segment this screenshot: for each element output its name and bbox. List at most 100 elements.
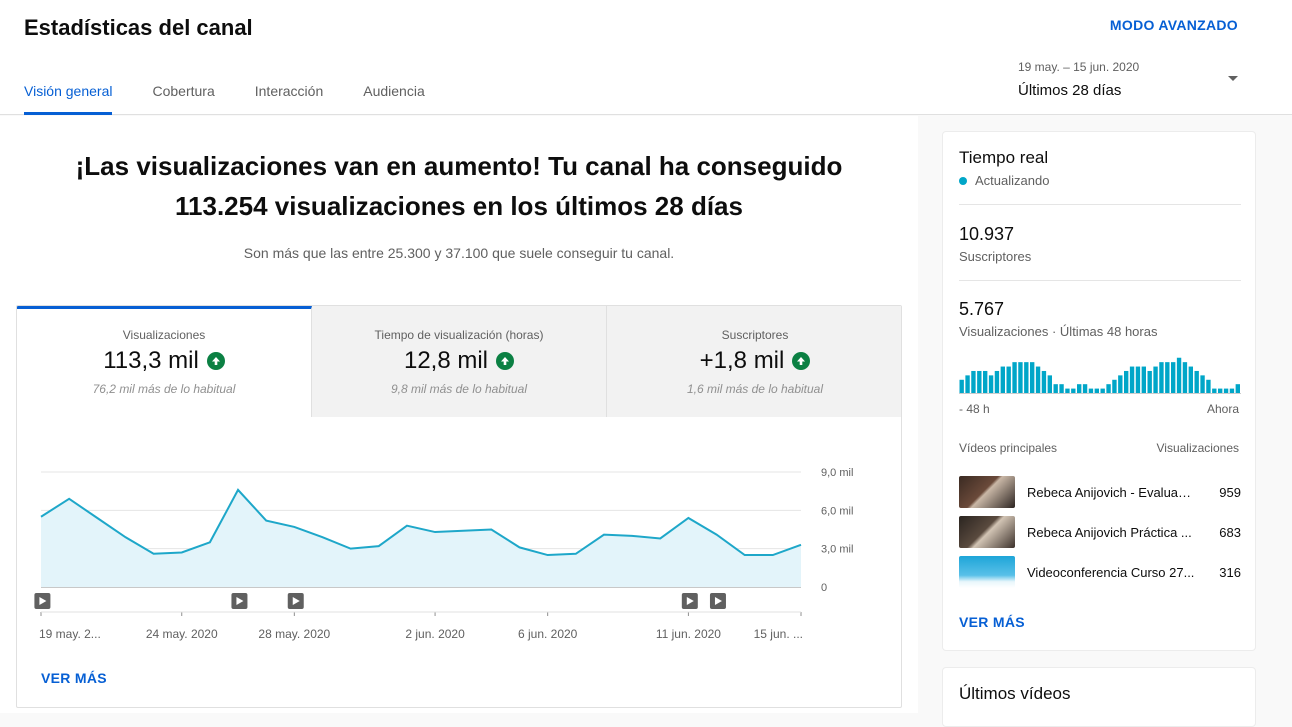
realtime-bar [1200, 375, 1204, 393]
metric-label: Visualizaciones [17, 328, 311, 342]
page-header: Estadísticas del canal MODO AVANZADO Vis… [0, 0, 1292, 115]
metric-label: Tiempo de visualización (horas) [312, 328, 606, 342]
date-range-dates: 19 may. – 15 jun. 2020 [1018, 60, 1242, 74]
realtime-status-label: Actualizando [975, 173, 1049, 188]
video-title: Rebeca Anijovich - Evaluación... [1027, 485, 1195, 500]
realtime-bar [1177, 358, 1181, 393]
summary-headline: ¡Las visualizaciones van en aumento! Tu … [0, 146, 918, 226]
realtime-bar [1136, 367, 1140, 393]
view-more-button[interactable]: VER MÁS [41, 670, 107, 686]
realtime-bar [1195, 371, 1199, 393]
top-video-row[interactable]: Rebeca Anijovich - Evaluación... 959 [959, 475, 1241, 509]
metric-tab-views[interactable]: Visualizaciones 113,3 mil 76,2 mil más d… [17, 306, 312, 417]
realtime-bar [1124, 371, 1128, 393]
y-tick-label: 3,0 mil [821, 544, 853, 556]
divider [959, 280, 1241, 281]
tab-engagement[interactable]: Interacción [255, 80, 323, 115]
realtime-bar [1148, 371, 1152, 393]
top-video-row[interactable]: Rebeca Anijovich Práctica ... 683 [959, 515, 1241, 549]
realtime-bar [1112, 380, 1116, 393]
metric-value: +1,8 mil [700, 347, 785, 375]
metric-tab-subscribers[interactable]: Suscriptores +1,8 mil 1,6 mil más de lo … [607, 306, 902, 417]
summary-headline-line2: 113.254 visualizaciones en los últimos 2… [0, 186, 918, 226]
realtime-title: Tiempo real [959, 148, 1048, 168]
subscriber-label: Suscriptores [959, 249, 1031, 264]
top-video-row[interactable]: Videoconferencia Curso 27... 316 [959, 555, 1241, 589]
realtime-bar [989, 375, 993, 393]
realtime-bar [1142, 367, 1146, 393]
realtime-bar [960, 380, 964, 393]
trend-up-icon [792, 352, 810, 370]
x-tick-label: 24 may. 2020 [146, 627, 218, 641]
realtime-status: Actualizando [959, 173, 1049, 188]
realtime-bar [1030, 362, 1034, 393]
video-title: Videoconferencia Curso 27... [1027, 565, 1195, 580]
realtime-bar [1153, 367, 1157, 393]
video-views: 316 [1219, 565, 1241, 580]
subscriber-count: 10.937 [959, 224, 1014, 245]
page-title: Estadísticas del canal [24, 15, 253, 41]
divider [959, 204, 1241, 205]
realtime-bar [1171, 362, 1175, 393]
realtime-bar [1007, 367, 1011, 393]
trend-up-icon [207, 352, 225, 370]
summary-headline-line1: ¡Las visualizaciones van en aumento! Tu … [0, 146, 918, 186]
y-tick-label: 6,0 mil [821, 505, 853, 517]
metric-value: 12,8 mil [404, 347, 488, 375]
realtime-bar [1206, 380, 1210, 393]
metric-note: 1,6 mil más de lo habitual [607, 382, 902, 396]
date-range-selector[interactable]: 19 may. – 15 jun. 2020 Últimos 28 días [1018, 60, 1242, 99]
realtime-bar [1118, 375, 1122, 393]
y-tick-label: 0 [821, 582, 827, 594]
realtime-bar [1106, 384, 1110, 393]
realtime-bar [1036, 367, 1040, 393]
realtime-bar [1083, 384, 1087, 393]
realtime-bar [1042, 371, 1046, 393]
metric-value: 113,3 mil [103, 347, 199, 375]
tab-reach[interactable]: Cobertura [152, 80, 214, 115]
realtime-axis [959, 393, 1241, 394]
video-title: Rebeca Anijovich Práctica ... [1027, 525, 1195, 540]
realtime-bar [1183, 362, 1187, 393]
metric-note: 76,2 mil más de lo habitual [17, 382, 311, 396]
summary-subline: Son más que las entre 25.300 y 37.100 qu… [0, 245, 918, 261]
x-tick-label: 19 may. 2... [39, 627, 101, 641]
realtime-bar [1077, 384, 1081, 393]
dropdown-caret-icon [1228, 76, 1238, 81]
realtime-bar [971, 371, 975, 393]
video-thumbnail [959, 476, 1015, 508]
realtime-views-label: Visualizaciones · Últimas 48 horas [959, 324, 1157, 339]
tab-audience[interactable]: Audiencia [363, 80, 425, 115]
area-fill [41, 490, 801, 587]
realtime-axis-right: Ahora [1207, 402, 1239, 416]
x-tick-label: 2 jun. 2020 [405, 627, 465, 641]
realtime-view-more-button[interactable]: VER MÁS [959, 614, 1025, 630]
trend-up-icon [496, 352, 514, 370]
realtime-bar [1048, 375, 1052, 393]
latest-videos-title: Últimos vídeos [959, 684, 1070, 704]
live-dot-icon [959, 177, 967, 185]
latest-videos-card: Últimos vídeos [942, 667, 1256, 727]
x-tick-label: 11 jun. 2020 [656, 627, 721, 641]
metric-tab-watch-time[interactable]: Tiempo de visualización (horas) 12,8 mil… [312, 306, 607, 417]
top-videos-label: Vídeos principales [959, 441, 1057, 455]
metric-label: Suscriptores [607, 328, 902, 342]
realtime-bar [995, 371, 999, 393]
realtime-bar [1059, 384, 1063, 393]
realtime-axis-left: - 48 h [959, 402, 990, 416]
realtime-bar [977, 371, 981, 393]
realtime-bar [1012, 362, 1016, 393]
realtime-bar [1159, 362, 1163, 393]
x-tick-label: 6 jun. 2020 [518, 627, 578, 641]
tab-overview[interactable]: Visión general [24, 80, 112, 115]
realtime-views-count: 5.767 [959, 299, 1004, 320]
video-views: 683 [1219, 525, 1241, 540]
realtime-bar [1001, 367, 1005, 393]
realtime-bar [1054, 384, 1058, 393]
x-tick-label: 15 jun. ... [754, 627, 803, 641]
x-tick-label: 28 may. 2020 [258, 627, 330, 641]
metrics-card: Visualizaciones 113,3 mil 76,2 mil más d… [16, 305, 902, 708]
advanced-mode-button[interactable]: MODO AVANZADO [1110, 17, 1238, 33]
